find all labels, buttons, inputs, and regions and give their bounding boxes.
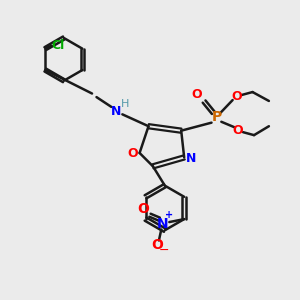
Text: N: N [111, 105, 121, 118]
Text: O: O [192, 88, 202, 101]
Text: N: N [157, 217, 169, 231]
Text: H: H [121, 99, 130, 109]
Text: O: O [152, 238, 164, 252]
Text: +: + [165, 210, 173, 220]
Text: N: N [185, 152, 196, 164]
Text: O: O [128, 147, 138, 160]
Text: O: O [137, 202, 149, 216]
Text: −: − [159, 244, 169, 257]
Text: Cl: Cl [51, 39, 64, 52]
Text: O: O [231, 90, 242, 103]
Text: O: O [232, 124, 243, 137]
Text: P: P [212, 110, 222, 124]
